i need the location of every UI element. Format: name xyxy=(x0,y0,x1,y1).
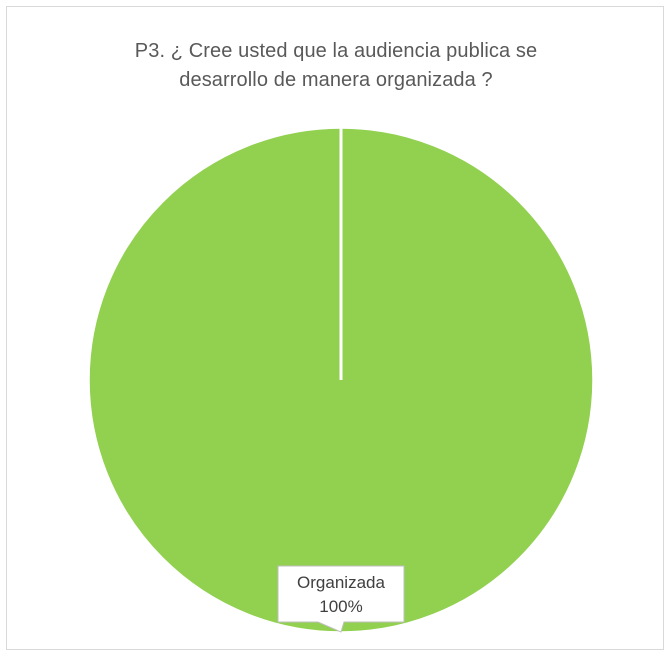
data-label-category: Organizada xyxy=(297,573,385,592)
data-label-callout: Organizada 100% xyxy=(277,565,405,633)
chart-title: P3. ¿ Cree usted que la audiencia public… xyxy=(7,37,665,95)
pie-slices xyxy=(88,127,594,633)
data-label-percent: 100% xyxy=(319,597,362,616)
chart-title-line-2: desarrollo de manera organizada ? xyxy=(179,69,493,91)
data-label-box xyxy=(277,565,405,633)
pie-data-labels: Organizada 100% xyxy=(277,565,405,633)
chart-title-line-1: P3. ¿ Cree usted que la audiencia public… xyxy=(134,40,538,62)
